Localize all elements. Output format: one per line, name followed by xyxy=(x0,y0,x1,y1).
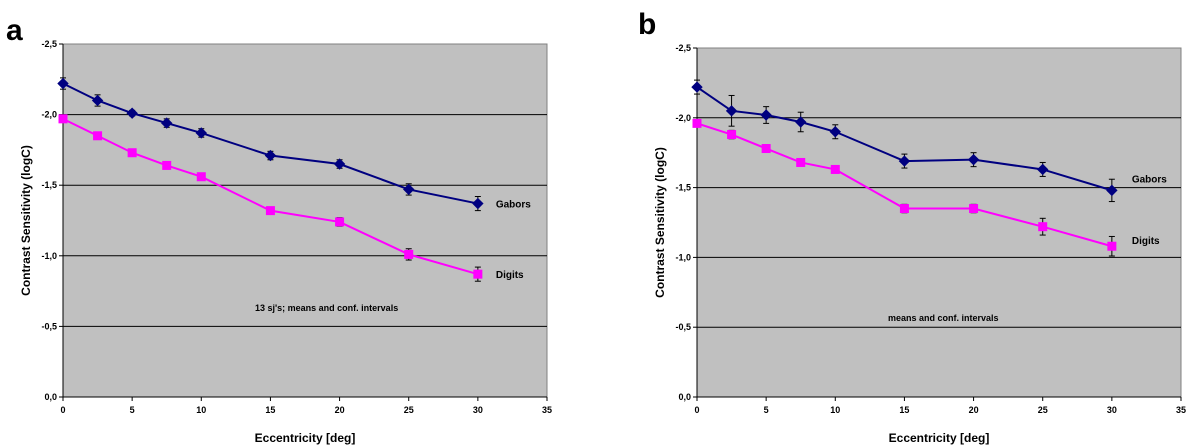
x-tick-label: 10 xyxy=(830,405,840,415)
data-point-square xyxy=(93,131,103,141)
x-tick-label: 30 xyxy=(473,405,483,415)
data-point-diamond xyxy=(333,158,346,170)
data-point-square xyxy=(127,148,137,158)
data-point-square xyxy=(969,204,979,214)
data-point-square xyxy=(692,118,702,128)
data-point-square xyxy=(162,160,172,170)
y-tick-label: -0,5 xyxy=(41,321,57,331)
chart-panel-a: 0,0 -0,5 -1,0 -1,5 -2,0 -2,5 0 5 10 15 20 25 30 35 Ecc… xyxy=(19,39,552,445)
data-point-diamond xyxy=(1106,184,1118,197)
data-point-diamond xyxy=(472,197,484,210)
y-tick-label: -1,0 xyxy=(675,252,691,262)
data-point-diamond xyxy=(829,126,841,138)
x-tick-label: 0 xyxy=(694,405,699,415)
series-label-gabors: Gabors xyxy=(1132,174,1167,185)
annotation-text: 13 sj's; means and conf. intervals xyxy=(255,303,398,313)
y-tick-label: 0,0 xyxy=(678,392,691,402)
x-tick-label: 5 xyxy=(130,405,135,415)
data-point-square xyxy=(727,130,737,140)
data-point-square xyxy=(196,172,206,182)
data-point-square xyxy=(899,204,909,214)
plot-area xyxy=(62,43,548,398)
x-tick-label: 25 xyxy=(1038,405,1048,415)
x-tick-label: 35 xyxy=(542,405,552,415)
data-point-diamond xyxy=(403,183,415,196)
data-point-square xyxy=(761,144,771,154)
x-axis-title: Eccentricity [deg] xyxy=(255,431,356,445)
data-point-diamond xyxy=(1037,163,1049,176)
x-tick-label: 30 xyxy=(1107,405,1117,415)
x-tick-label: 0 xyxy=(60,405,65,415)
y-tick-label: -2,5 xyxy=(675,43,691,53)
data-point-diamond xyxy=(126,107,138,119)
y-tick-label: -2,5 xyxy=(41,39,57,49)
series-label-digits: Digits xyxy=(1132,236,1160,247)
series-label-gabors: Gabors xyxy=(496,200,531,211)
x-tick-label: 35 xyxy=(1176,405,1186,415)
x-tick-label: 20 xyxy=(335,405,345,415)
data-point-square xyxy=(404,249,414,259)
data-point-diamond xyxy=(57,77,69,90)
x-tick-label: 15 xyxy=(265,405,275,415)
y-tick-label: -2,0 xyxy=(41,110,57,120)
data-point-diamond xyxy=(161,117,173,129)
plot-area xyxy=(696,47,1182,398)
data-point-square xyxy=(796,157,806,167)
data-point-diamond xyxy=(725,105,738,117)
series-label-digits: Digits xyxy=(496,270,524,281)
y-tick-label: -0,5 xyxy=(675,322,691,332)
data-point-diamond xyxy=(795,116,807,128)
data-point-square xyxy=(335,217,345,227)
x-axis-title: Eccentricity [deg] xyxy=(889,431,990,445)
y-tick-label: -1,5 xyxy=(41,180,57,190)
data-point-square xyxy=(1038,222,1048,232)
data-point-diamond xyxy=(898,155,911,167)
y-tick-label: -1,5 xyxy=(675,183,691,193)
x-tick-label: 10 xyxy=(196,405,206,415)
data-point-square xyxy=(265,206,275,216)
x-tick-label: 25 xyxy=(404,405,414,415)
panel-letter-a: a xyxy=(6,14,23,47)
data-point-diamond xyxy=(264,149,277,162)
x-tick-label: 5 xyxy=(764,405,769,415)
panel-letter-b: b xyxy=(638,8,656,41)
data-point-diamond xyxy=(967,153,980,166)
y-tick-label: -2,0 xyxy=(675,113,691,123)
x-tick-label: 20 xyxy=(969,405,979,415)
data-point-square xyxy=(1107,241,1117,251)
y-axis-title: Contrast Sensitivity (logC) xyxy=(653,147,667,298)
data-point-diamond xyxy=(691,81,703,93)
data-point-diamond xyxy=(91,94,104,107)
data-point-square xyxy=(473,269,483,279)
x-tick-label: 15 xyxy=(899,405,909,415)
y-tick-label: 0,0 xyxy=(44,392,57,402)
data-point-square xyxy=(830,164,840,174)
y-tick-label: -1,0 xyxy=(41,251,57,261)
chart-panel-b: 0,0 -0,5 -1,0 -1,5 -2,0 -2,5 0 5 10 15 20 25 30 35 Ecc… xyxy=(653,43,1186,445)
y-axis-title: Contrast Sensitivity (logC) xyxy=(19,145,33,296)
annotation-text: means and conf. intervals xyxy=(888,313,999,323)
data-point-diamond xyxy=(760,109,772,121)
data-point-square xyxy=(58,114,68,124)
data-point-diamond xyxy=(195,127,207,139)
